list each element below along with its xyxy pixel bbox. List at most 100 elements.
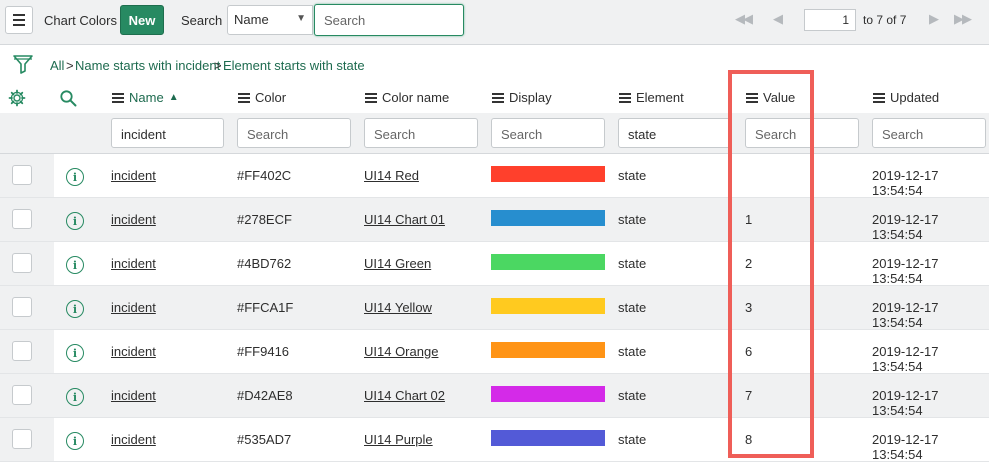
cell-color: #FF9416	[237, 344, 290, 359]
cell-color-name-link[interactable]: UI14 Chart 01	[364, 212, 445, 227]
column-header-updated[interactable]: Updated	[873, 90, 939, 105]
info-icon[interactable]: i	[66, 256, 84, 274]
column-menu-icon[interactable]	[112, 92, 124, 103]
filter-input-name[interactable]: incident	[111, 118, 224, 148]
cell-name-link[interactable]: incident	[111, 212, 156, 227]
column-menu-icon[interactable]	[746, 92, 758, 103]
filter-input-color[interactable]: Search	[237, 118, 351, 148]
cell-updated: 2019-12-17 13:54:54	[872, 388, 939, 418]
cell-name-link[interactable]: incident	[111, 344, 156, 359]
search-field-select[interactable]: Name ▼	[227, 5, 313, 35]
breadcrumb-separator: >	[66, 58, 74, 73]
cell-element: state	[618, 256, 647, 271]
cell-color-name-link[interactable]: UI14 Orange	[364, 344, 439, 359]
cell-element: state	[618, 168, 647, 183]
row-checkbox[interactable]	[12, 341, 32, 361]
cell-element: state	[618, 344, 647, 359]
column-menu-icon[interactable]	[873, 92, 885, 103]
page-range-text: to 7 of 7	[863, 13, 907, 27]
info-icon[interactable]: i	[66, 432, 84, 450]
cell-color-name-link[interactable]: UI14 Chart 02	[364, 388, 445, 403]
cell-value: 3	[745, 300, 753, 315]
search-input[interactable]: Search	[314, 4, 464, 36]
cell-value: 2	[745, 256, 753, 271]
breadcrumb-separator: >	[214, 58, 222, 73]
search-label: Search	[181, 13, 223, 28]
list-menu-button[interactable]	[5, 6, 33, 34]
table-row[interactable]	[0, 154, 989, 198]
cell-color: #535AD7	[237, 432, 292, 447]
cell-name-link[interactable]: incident	[111, 388, 156, 403]
table-row[interactable]	[0, 242, 989, 286]
filter-input-color-name[interactable]: Search	[364, 118, 478, 148]
filter-input-element[interactable]: state	[618, 118, 732, 148]
filter-input-updated[interactable]: Search	[872, 118, 986, 148]
cell-name-link[interactable]: incident	[111, 432, 156, 447]
cell-color-name-link[interactable]: UI14 Green	[364, 256, 432, 271]
row-checkbox[interactable]	[12, 253, 32, 273]
column-menu-icon[interactable]	[619, 92, 631, 103]
filter-funnel-icon[interactable]	[12, 53, 34, 75]
cell-updated: 2019-12-17 13:54:54	[872, 344, 939, 374]
gear-icon[interactable]	[8, 89, 26, 107]
info-icon[interactable]: i	[66, 344, 84, 362]
cell-color-name-link[interactable]: UI14 Yellow	[364, 300, 432, 315]
row-checkbox[interactable]	[12, 297, 32, 317]
row-checkbox[interactable]	[12, 385, 32, 405]
cell-color-name-link[interactable]: UI14 Purple	[364, 432, 433, 447]
cell-color: #4BD762	[237, 256, 292, 271]
cell-element: state	[618, 432, 647, 447]
column-menu-icon[interactable]	[238, 92, 250, 103]
cell-color: #FFCA1F	[237, 300, 294, 315]
filter-input-display[interactable]: Search	[491, 118, 605, 148]
breadcrumb-name-filter[interactable]: Name starts with incident	[75, 58, 221, 73]
next-page-icon[interactable]: ▶	[929, 11, 939, 26]
color-swatch	[491, 342, 605, 358]
column-label: Updated	[890, 90, 940, 105]
column-header-color-name[interactable]: Color name	[365, 90, 449, 105]
column-label: Name	[129, 90, 164, 105]
cell-color: #D42AE8	[237, 388, 293, 403]
column-label: Display	[509, 90, 552, 105]
row-checkbox[interactable]	[12, 429, 32, 449]
breadcrumb-element-filter[interactable]: Element starts with state	[223, 58, 365, 73]
column-header-value[interactable]: Value	[746, 90, 795, 105]
cell-updated: 2019-12-17 13:54:54	[872, 300, 939, 330]
cell-name-link[interactable]: incident	[111, 256, 156, 271]
cell-element: state	[618, 300, 647, 315]
column-menu-icon[interactable]	[365, 92, 377, 103]
column-header-element[interactable]: Element	[619, 90, 684, 105]
cell-updated: 2019-12-17 13:54:54	[872, 212, 939, 242]
filter-input-value[interactable]: Search	[745, 118, 859, 148]
color-swatch	[491, 254, 605, 270]
cell-value: 7	[745, 388, 753, 403]
cell-name-link[interactable]: incident	[111, 300, 156, 315]
table-row[interactable]	[0, 330, 989, 374]
value-column-highlight	[728, 70, 814, 458]
breadcrumb-all[interactable]: All	[50, 58, 65, 73]
column-label: Color name	[382, 90, 450, 105]
cell-color-name-link[interactable]: UI14 Red	[364, 168, 419, 183]
last-page-icon[interactable]: ▶▶	[954, 11, 972, 26]
new-button[interactable]: New	[120, 5, 164, 35]
column-header-display[interactable]: Display	[492, 90, 552, 105]
page-number-input[interactable]: 1	[804, 9, 856, 31]
row-checkbox[interactable]	[12, 209, 32, 229]
search-icon[interactable]	[59, 89, 77, 107]
info-icon[interactable]: i	[66, 168, 84, 186]
column-header-name[interactable]: Name ▲	[112, 90, 179, 105]
column-header-color[interactable]: Color	[238, 90, 286, 105]
info-icon[interactable]: i	[66, 300, 84, 318]
previous-page-icon[interactable]: ◀	[773, 11, 783, 26]
search-field-value: Name	[234, 12, 269, 27]
color-swatch	[491, 430, 605, 446]
column-menu-icon[interactable]	[492, 92, 504, 103]
cell-name-link[interactable]: incident	[111, 168, 156, 183]
info-icon[interactable]: i	[66, 212, 84, 230]
first-page-icon[interactable]: ◀◀	[735, 11, 753, 26]
column-label: Value	[763, 90, 796, 105]
row-checkbox[interactable]	[12, 165, 32, 185]
color-swatch	[491, 386, 605, 402]
info-icon[interactable]: i	[66, 388, 84, 406]
cell-value: 8	[745, 432, 753, 447]
